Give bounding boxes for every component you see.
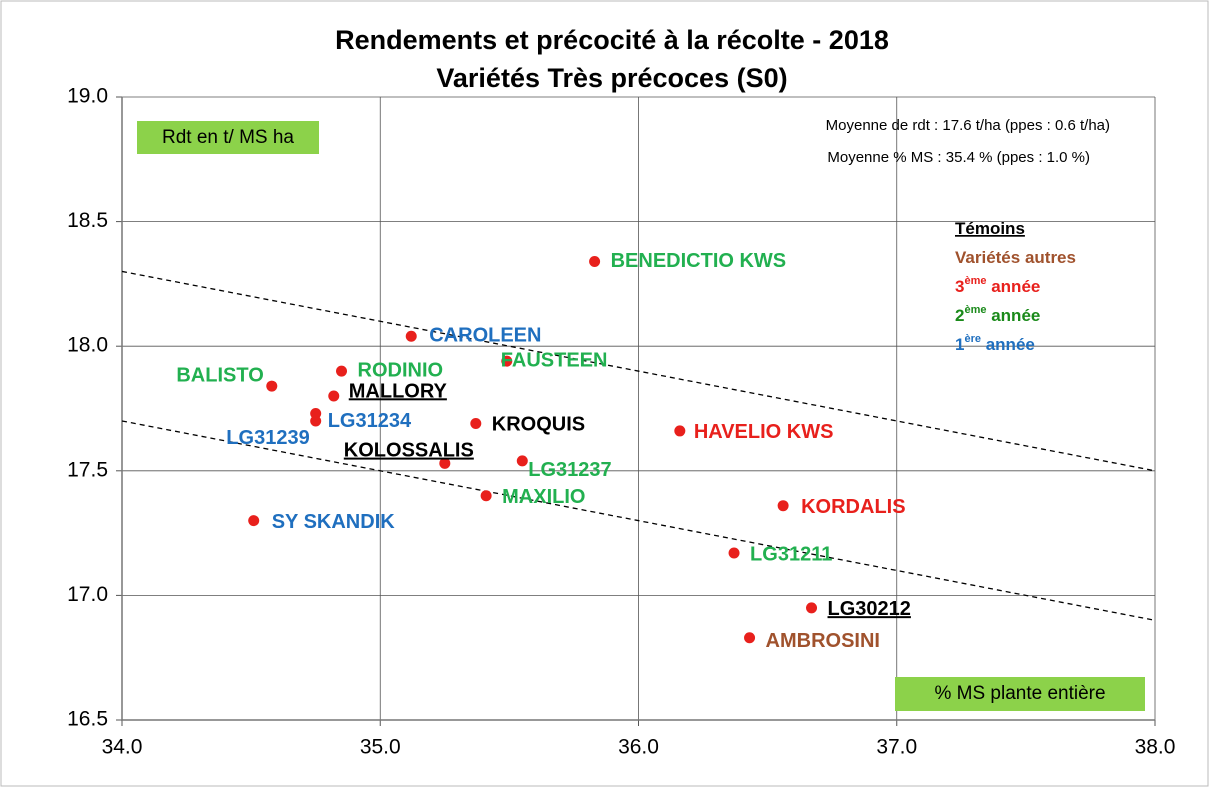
point xyxy=(516,455,528,467)
x-tick-label: 35.0 xyxy=(360,736,401,759)
point xyxy=(728,547,740,559)
legend-entry: 1ère année xyxy=(955,333,1035,355)
annotation: Rdt en t/ MS ha xyxy=(162,127,294,148)
point-label: KORDALIS xyxy=(801,496,905,518)
legend-label: année xyxy=(987,277,1041,296)
x-tick-label: 36.0 xyxy=(618,736,659,759)
point-label: LG31211 xyxy=(750,543,832,565)
chart-subtitle: Variétés Très précoces (S0) xyxy=(436,63,787,93)
point xyxy=(470,417,482,429)
point-label: FAUSTEEN xyxy=(501,349,608,371)
point-label: SY SKANDIK xyxy=(272,511,396,533)
legend-prefix: 3 xyxy=(955,277,964,296)
point xyxy=(501,355,513,367)
x-tick-label: 37.0 xyxy=(876,736,917,759)
legend-sup: ème xyxy=(964,275,986,287)
chart-title: Rendements et précocité à la récolte - 2… xyxy=(335,25,889,55)
legend-prefix: 1 xyxy=(955,335,964,354)
point-label: BALISTO xyxy=(176,364,263,386)
y-tick-label: 18.0 xyxy=(67,334,108,357)
point xyxy=(328,390,340,402)
point-label: BENEDICTIO KWS xyxy=(611,250,787,272)
point xyxy=(439,457,451,469)
annotation-box xyxy=(137,121,319,154)
annotation-box xyxy=(895,677,1145,711)
point xyxy=(777,500,789,512)
point xyxy=(336,365,348,377)
point xyxy=(806,602,818,614)
legend-label: Variétés autres xyxy=(955,248,1076,267)
point-label: CAROLEEN xyxy=(429,325,541,347)
legend-sup: ère xyxy=(964,333,981,345)
y-tick-label: 16.5 xyxy=(67,708,108,731)
point xyxy=(248,515,260,527)
point-label: HAVELIO KWS xyxy=(694,421,834,443)
point-label: LG31239 xyxy=(226,427,309,449)
point xyxy=(310,415,322,427)
point xyxy=(405,330,417,342)
point-label: AMBROSINI xyxy=(766,630,880,652)
legend-entry: Témoins xyxy=(955,219,1025,238)
point-label: LG31234 xyxy=(328,410,412,432)
x-tick-label: 38.0 xyxy=(1135,736,1176,759)
legend-entry: 3ème année xyxy=(955,275,1040,297)
point xyxy=(744,632,756,644)
point xyxy=(674,425,686,437)
trend-line xyxy=(121,420,1156,621)
legend-sup: ème xyxy=(964,304,986,316)
point-label: MAXILIO xyxy=(502,486,585,508)
point-label: LG31237 xyxy=(528,459,611,481)
y-tick-label: 18.5 xyxy=(67,209,108,232)
point-label: KOLOSSALIS xyxy=(344,440,474,462)
point xyxy=(266,380,278,392)
legend-entry: Variétés autres xyxy=(955,248,1076,267)
trend-line xyxy=(121,270,1156,472)
point-label: LG30212 xyxy=(828,598,911,620)
legend-label: année xyxy=(981,335,1035,354)
annotation: % MS plante entière xyxy=(934,683,1105,704)
annotation: Moyenne % MS : 35.4 % (ppes : 1.0 %) xyxy=(827,149,1090,166)
point xyxy=(480,490,492,502)
legend-entry: 2ème année xyxy=(955,304,1040,326)
x-tick-label: 34.0 xyxy=(102,736,143,759)
y-tick-label: 19.0 xyxy=(67,85,108,108)
y-tick-label: 17.5 xyxy=(67,458,108,481)
annotation: Moyenne de rdt : 17.6 t/ha (ppes : 0.6 t… xyxy=(826,117,1110,134)
point xyxy=(589,255,601,267)
legend-prefix: 2 xyxy=(955,306,964,325)
legend-label: Témoins xyxy=(955,219,1025,238)
y-tick-label: 17.0 xyxy=(67,583,108,606)
point-label: MALLORY xyxy=(349,380,448,402)
legend-label: année xyxy=(987,306,1041,325)
point-label: RODINIO xyxy=(358,359,444,381)
point-label: KROQUIS xyxy=(492,414,585,436)
